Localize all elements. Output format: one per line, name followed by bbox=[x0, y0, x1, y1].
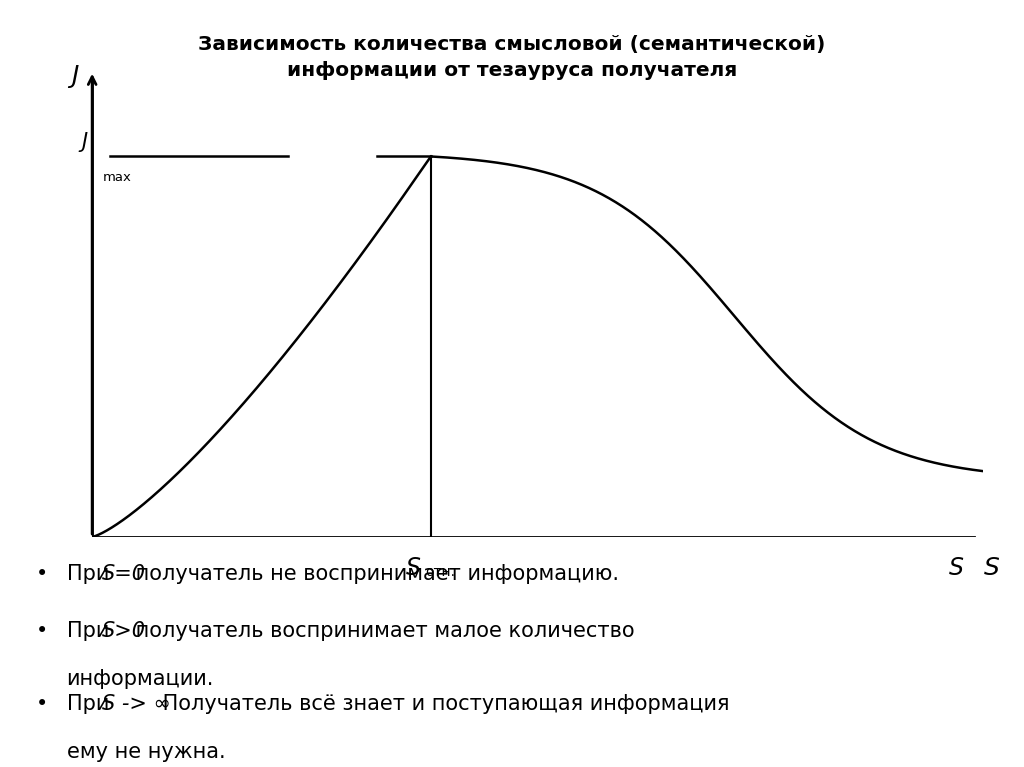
Text: При: При bbox=[67, 694, 116, 714]
Text: S -> ∞: S -> ∞ bbox=[102, 694, 171, 714]
Text: •: • bbox=[36, 694, 48, 714]
Text: •: • bbox=[36, 621, 48, 641]
Text: S: S bbox=[984, 556, 999, 580]
Text: получатель не воспринимает информацию.: получатель не воспринимает информацию. bbox=[129, 564, 618, 584]
Text: •: • bbox=[36, 564, 48, 584]
Text: информации от тезауруса получателя: информации от тезауруса получателя bbox=[287, 61, 737, 81]
Text: S: S bbox=[406, 556, 421, 580]
Text: J: J bbox=[72, 64, 79, 87]
Text: J: J bbox=[82, 132, 88, 152]
Text: получатель воспринимает малое количество: получатель воспринимает малое количество bbox=[129, 621, 635, 641]
Text: max: max bbox=[102, 171, 132, 184]
Text: При: При bbox=[67, 564, 116, 584]
Text: S>0: S>0 bbox=[102, 621, 146, 641]
Text: S: S bbox=[949, 556, 964, 580]
Text: отн.: отн. bbox=[426, 565, 456, 579]
Text: ему не нужна.: ему не нужна. bbox=[67, 742, 225, 762]
Text: информации.: информации. bbox=[67, 669, 214, 689]
Text: При: При bbox=[67, 621, 116, 641]
Text: Зависимость количества смысловой (семантической): Зависимость количества смысловой (семант… bbox=[199, 35, 825, 54]
Text: S=0: S=0 bbox=[102, 564, 146, 584]
Text: Получатель всё знает и поступающая информация: Получатель всё знает и поступающая инфор… bbox=[156, 694, 729, 714]
